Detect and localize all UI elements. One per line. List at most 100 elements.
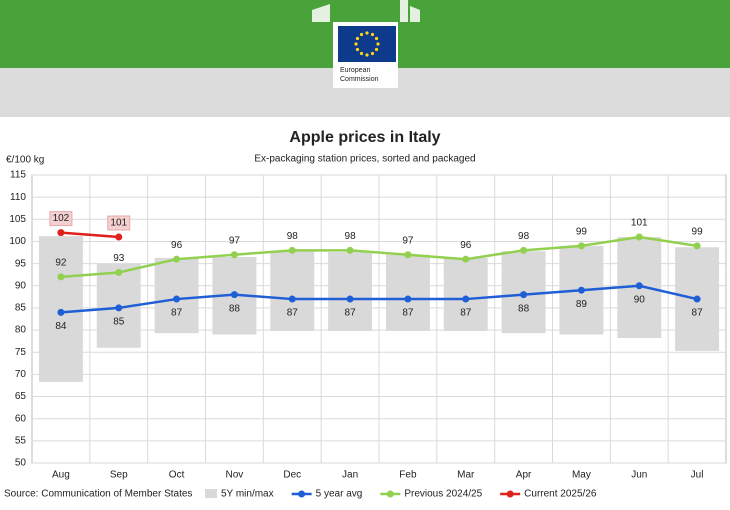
- series-point: [462, 255, 470, 263]
- data-label: 88: [229, 303, 241, 314]
- source: Source: Communication of Member States: [4, 489, 192, 500]
- data-label: 98: [518, 231, 530, 242]
- y-tick-label: 95: [15, 258, 27, 269]
- series-point: [57, 273, 65, 281]
- data-label: 87: [345, 308, 357, 319]
- range-bar: [328, 252, 373, 331]
- legend-label: 5 year avg: [316, 489, 363, 500]
- data-label: 85: [113, 317, 125, 328]
- y-tick-label: 115: [10, 170, 26, 181]
- x-tick-label: Feb: [399, 470, 417, 481]
- x-tick-label: Dec: [283, 470, 301, 481]
- x-tick-label: Nov: [226, 470, 244, 481]
- y-tick-label: 80: [15, 325, 27, 336]
- logo-star: [354, 42, 358, 46]
- chart-subtitle: Ex-packaging station prices, sorted and …: [254, 154, 475, 165]
- x-tick-label: Jul: [691, 470, 704, 481]
- data-label: 97: [229, 235, 241, 246]
- series-point: [115, 268, 123, 276]
- y-tick-label: 110: [10, 192, 26, 203]
- data-label: 84: [55, 321, 67, 332]
- logo-star: [365, 53, 369, 57]
- series-point: [57, 229, 65, 237]
- data-label: 89: [576, 299, 588, 310]
- data-label: 99: [576, 227, 588, 238]
- x-tick-label: Sep: [110, 470, 128, 481]
- series-point: [520, 246, 528, 254]
- x-tick-label: May: [572, 470, 591, 481]
- data-label-box: [107, 215, 131, 231]
- y-tick-label: 65: [15, 391, 27, 402]
- y-tick-label: 100: [9, 236, 26, 247]
- series-point: [57, 308, 65, 316]
- data-label: 96: [171, 240, 183, 251]
- logo-star: [370, 51, 375, 56]
- range-bar: [385, 254, 430, 331]
- series-point: [404, 251, 412, 259]
- x-tick-label: Mar: [457, 470, 475, 481]
- logo-star: [374, 36, 379, 41]
- data-label: 98: [345, 231, 357, 242]
- series-point: [693, 242, 701, 250]
- x-tick-label: Oct: [169, 470, 185, 481]
- logo-star: [370, 32, 375, 37]
- logo-star: [355, 36, 360, 41]
- data-label: 101: [110, 218, 127, 229]
- y-tick-label: 55: [15, 435, 27, 446]
- y-tick-label: 75: [15, 347, 27, 358]
- series-point: [635, 282, 643, 290]
- legend-swatch: [205, 489, 217, 498]
- logo-star: [365, 31, 369, 35]
- data-label: 99: [692, 227, 704, 238]
- y-tick-label: 60: [15, 413, 27, 424]
- range-bar: [270, 251, 315, 331]
- x-tick-label: Aug: [52, 470, 70, 481]
- y-tick-label: 50: [15, 458, 27, 469]
- series-point: [230, 291, 238, 299]
- legend-marker: [386, 490, 394, 498]
- series-point: [346, 295, 354, 303]
- series-point: [288, 246, 296, 254]
- data-label: 97: [402, 235, 414, 246]
- range-bar: [443, 257, 488, 331]
- legend-label: 5Y min/max: [221, 489, 274, 500]
- data-label: 87: [692, 308, 704, 319]
- data-label-box: [49, 211, 73, 227]
- logo-star: [374, 47, 379, 52]
- series-point: [404, 295, 412, 303]
- series-point: [115, 304, 123, 312]
- data-label: 88: [518, 303, 530, 314]
- y-tick-label: 70: [15, 369, 27, 380]
- data-label: 102: [53, 213, 70, 224]
- data-label: 96: [460, 240, 472, 251]
- series-point: [635, 233, 643, 241]
- x-tick-label: Jun: [631, 470, 647, 481]
- data-label: 90: [634, 294, 646, 305]
- logo-building: [312, 0, 420, 22]
- data-label: 101: [631, 218, 648, 229]
- y-axis-label: €/100 kg: [6, 155, 44, 166]
- logo-star: [355, 47, 360, 52]
- y-tick-label: 105: [9, 214, 26, 225]
- series-line: [60, 231, 119, 239]
- chart-title: Apple prices in Italy: [289, 129, 440, 146]
- logo: European Commission: [312, 0, 420, 88]
- logo-star: [359, 51, 364, 56]
- series-point: [173, 255, 181, 263]
- range-bar: [154, 257, 199, 334]
- series-point: [577, 242, 585, 250]
- logo-text: European: [340, 67, 370, 74]
- legend-marker: [298, 490, 306, 498]
- data-label: 87: [460, 308, 472, 319]
- series-point: [346, 246, 354, 254]
- data-label: 87: [287, 308, 299, 319]
- legend-marker: [506, 490, 514, 498]
- logo-text: Commission: [340, 76, 379, 83]
- x-tick-label: Apr: [516, 470, 532, 481]
- logo-star: [376, 42, 380, 46]
- series-point: [577, 286, 585, 294]
- series-point: [230, 251, 238, 259]
- data-label: 87: [402, 308, 414, 319]
- series-point: [462, 295, 470, 303]
